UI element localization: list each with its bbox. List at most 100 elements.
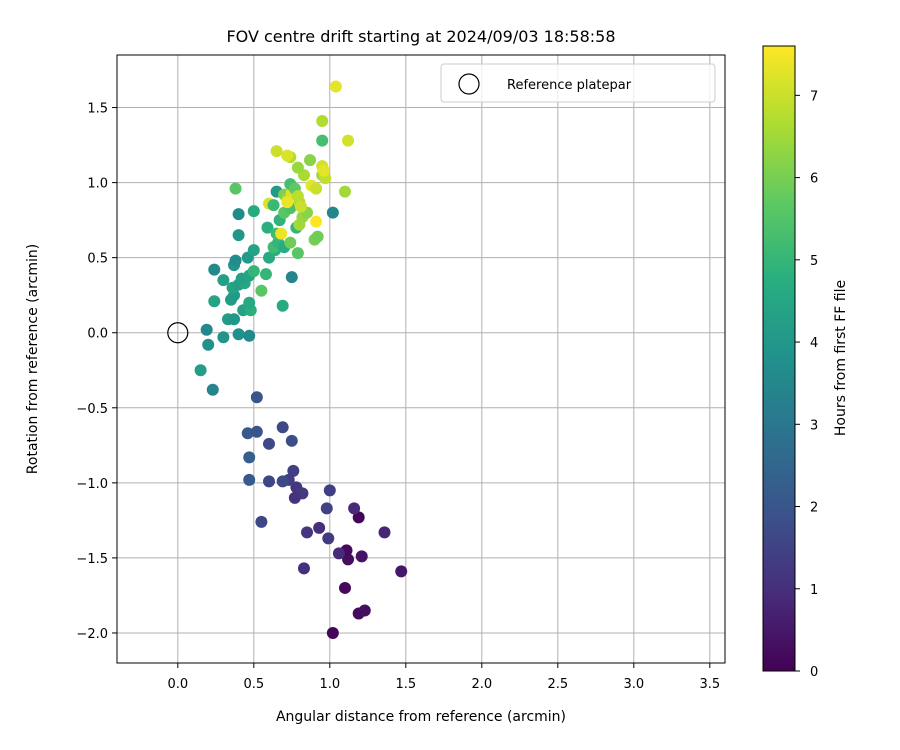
- data-point: [329, 80, 342, 93]
- data-point: [270, 145, 283, 158]
- data-point: [247, 265, 260, 278]
- x-axis: 0.0 0.5 1.0 1.5 2.0 2.5 3.0 3.5: [167, 663, 720, 692]
- colorbar-tick-label: 2: [810, 501, 818, 516]
- y-tick-label: 1.0: [87, 177, 108, 192]
- data-point: [320, 502, 333, 515]
- data-point: [301, 526, 313, 539]
- data-point: [232, 229, 245, 242]
- data-point: [263, 475, 275, 488]
- colorbar-tick-label: 0: [810, 665, 818, 680]
- data-point: [291, 161, 304, 174]
- data-point: [294, 200, 307, 213]
- colorbar-ticks: 0 1 2 3 4 5 6 7: [795, 89, 818, 680]
- data-point: [243, 329, 256, 342]
- data-point: [228, 313, 241, 326]
- data-point: [259, 268, 272, 281]
- data-point: [276, 299, 289, 312]
- data-point: [326, 626, 339, 639]
- data-point: [339, 581, 351, 594]
- data-point: [281, 149, 294, 162]
- data-point: [297, 562, 310, 575]
- x-axis-label: Angular distance from reference (arcmin): [276, 709, 566, 725]
- data-point: [291, 247, 304, 260]
- y-tick-label: −1.0: [76, 477, 108, 492]
- x-tick-label: 0.5: [243, 677, 264, 692]
- data-point: [255, 284, 268, 297]
- reference-platepar-marker: [167, 322, 189, 344]
- colorbar-gradient: [762, 45, 796, 672]
- y-axis: −2.0 −1.5 −1.0 −0.5 0.0 0.5 1.0 1.5: [76, 102, 117, 642]
- data-point: [206, 383, 219, 396]
- data-point: [243, 451, 256, 464]
- data-point: [229, 254, 242, 267]
- colorbar-tick-label: 7: [810, 89, 818, 104]
- x-tick-label: 1.5: [395, 677, 416, 692]
- data-point: [311, 230, 324, 243]
- data-point: [316, 134, 329, 147]
- plot-frame: [116, 54, 726, 664]
- x-tick-label: 1.0: [319, 677, 340, 692]
- colorbar-tick-label: 6: [810, 172, 818, 187]
- data-point: [348, 502, 361, 515]
- data-point: [261, 221, 274, 234]
- data-point: [291, 190, 304, 203]
- data-point: [247, 244, 260, 257]
- data-point: [342, 134, 355, 147]
- x-tick-label: 3.0: [623, 677, 644, 692]
- colorbar-tick-label: 5: [810, 254, 818, 269]
- data-point: [310, 182, 323, 195]
- data-point: [378, 526, 391, 539]
- data-point: [229, 182, 242, 195]
- data-point: [208, 295, 221, 308]
- colorbar-tick-label: 4: [810, 336, 818, 351]
- data-point: [263, 437, 275, 450]
- x-tick-label: 0.0: [167, 677, 188, 692]
- y-tick-label: −1.5: [76, 552, 108, 567]
- data-point: [285, 434, 298, 447]
- data-point: [267, 199, 280, 212]
- data-point: [310, 215, 323, 228]
- data-point: [276, 421, 289, 434]
- chart-title: FOV centre drift starting at 2024/09/03 …: [226, 27, 615, 46]
- y-tick-label: −2.0: [76, 627, 108, 642]
- data-point: [241, 427, 254, 440]
- data-point: [194, 364, 207, 377]
- data-point: [285, 271, 298, 284]
- data-point: [395, 565, 408, 578]
- data-point: [355, 550, 368, 563]
- data-point: [250, 391, 263, 404]
- data-point: [358, 604, 371, 617]
- data-point: [276, 475, 289, 488]
- colorbar: 0 1 2 3 4 5 6 7 Hours from first FF file: [762, 45, 849, 680]
- x-tick-label: 2.0: [471, 677, 492, 692]
- colorbar-label: Hours from first FF file: [833, 280, 849, 436]
- data-point: [352, 511, 365, 524]
- data-point: [217, 274, 230, 287]
- data-point: [323, 484, 336, 497]
- colorbar-tick-label: 1: [810, 583, 818, 598]
- data-point: [247, 205, 260, 218]
- data-point: [288, 491, 301, 504]
- data-point: [316, 115, 329, 128]
- x-tick-label: 3.5: [699, 677, 720, 692]
- data-points: [194, 80, 408, 639]
- data-point: [339, 185, 351, 198]
- legend-marker-icon: [458, 73, 480, 95]
- y-axis-label: Rotation from reference (arcmin): [25, 244, 41, 474]
- data-point: [232, 328, 245, 341]
- data-point: [250, 425, 263, 438]
- data-point: [243, 473, 256, 486]
- legend-entry-label: Reference platepar: [507, 78, 632, 93]
- data-point: [243, 296, 256, 309]
- data-point: [208, 263, 221, 276]
- data-point: [281, 196, 294, 209]
- data-point: [317, 164, 330, 177]
- data-point: [304, 154, 317, 167]
- y-tick-label: −0.5: [76, 402, 108, 417]
- y-tick-label: 1.5: [87, 102, 108, 117]
- colorbar-tick-label: 3: [810, 418, 818, 433]
- data-point: [202, 338, 215, 351]
- data-point: [217, 331, 230, 344]
- data-point: [275, 227, 288, 240]
